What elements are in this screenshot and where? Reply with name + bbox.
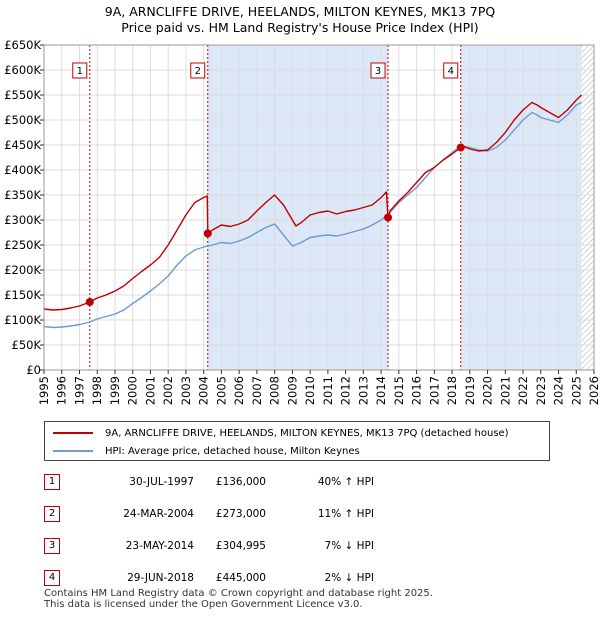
transaction-hpi: 2% ↓ HPI (324, 572, 374, 584)
x-tick-label: 2011 (321, 376, 335, 405)
x-tick-label: 2003 (179, 376, 193, 405)
transaction-number: 3 (44, 538, 60, 554)
forecast-hatch (581, 45, 594, 370)
x-tick-label: 2026 (587, 376, 600, 405)
legend: 9A, ARNCLIFFE DRIVE, HEELANDS, MILTON KE… (44, 421, 550, 461)
sale-marker (85, 298, 94, 306)
transaction-number: 1 (44, 474, 60, 490)
y-tick-label: £650K (4, 38, 41, 52)
legend-label-property: 9A, ARNCLIFFE DRIVE, HEELANDS, MILTON KE… (105, 427, 509, 439)
footer: Contains HM Land Registry data © Crown c… (44, 588, 433, 610)
y-tick-label: £600K (4, 63, 41, 77)
x-tick-label: 2015 (392, 376, 406, 405)
table-row: 3 23-MAY-2014 £304,995 7% ↓ HPI (44, 538, 564, 558)
hpi-line (43, 101, 582, 329)
y-tick-label: £50K (12, 338, 42, 352)
transaction-price: £445,000 (215, 572, 266, 584)
sale-number-box (190, 62, 206, 79)
x-tick-label: 2004 (197, 376, 211, 405)
transaction-price: £136,000 (215, 476, 266, 488)
sale-number-label: 2 (195, 66, 201, 77)
transaction-date: 24-MAR-2004 (123, 508, 194, 520)
sale-marker (384, 213, 393, 222)
transaction-number: 4 (44, 570, 60, 586)
sale-number-label: 1 (77, 66, 83, 77)
transaction-price: £304,995 (215, 540, 266, 552)
y-tick-label: £450K (4, 138, 41, 152)
chart-subtitle: Price paid vs. HM Land Registry's House … (121, 20, 479, 35)
x-tick-label: 2022 (516, 376, 530, 405)
x-tick-label: 2019 (463, 376, 477, 405)
shaded-period (207, 45, 389, 370)
transaction-price: £273,000 (215, 508, 266, 520)
chart-title: 9A, ARNCLIFFE DRIVE, HEELANDS, MILTON KE… (104, 4, 496, 19)
sale-number-box (443, 62, 459, 79)
sale-number-label: 4 (448, 66, 454, 77)
x-tick-label: 1999 (108, 376, 122, 405)
sale-number-box (72, 62, 88, 79)
transaction-number: 2 (44, 506, 60, 522)
x-tick-label: 2025 (569, 376, 583, 405)
table-row: 4 29-JUN-2018 £445,000 2% ↓ HPI (44, 570, 564, 590)
y-tick-label: £350K (4, 188, 41, 202)
x-tick-label: 2017 (427, 376, 441, 405)
x-tick-label: 2018 (445, 376, 459, 405)
x-tick-label: 2009 (285, 376, 299, 405)
y-tick-label: £150K (4, 288, 41, 302)
x-tick-label: 2006 (232, 376, 246, 405)
x-tick-label: 2012 (339, 376, 353, 405)
x-tick-label: 2021 (498, 376, 512, 405)
sale-marker (456, 143, 465, 152)
transaction-hpi: 11% ↑ HPI (317, 508, 374, 520)
x-tick-label: 2001 (143, 376, 157, 405)
x-tick-label: 2020 (481, 376, 495, 405)
x-tick-label: 1997 (72, 376, 86, 405)
x-tick-label: 1995 (37, 376, 51, 405)
x-tick-label: 2005 (214, 376, 228, 405)
y-tick-label: £300K (4, 213, 41, 227)
plot-frame (43, 44, 595, 371)
shaded-period (460, 45, 582, 370)
x-tick-label: 2008 (268, 376, 282, 405)
x-tick-label: 2016 (410, 376, 424, 405)
transaction-date: 29-JUN-2018 (127, 572, 194, 584)
y-tick-label: £0 (26, 363, 41, 377)
sale-number-box (370, 62, 386, 79)
legend-label-hpi: HPI: Average price, detached house, Milt… (105, 445, 360, 457)
property-price-line (43, 94, 583, 311)
x-tick-label: 2013 (356, 376, 370, 405)
x-tick-label: 2002 (161, 376, 175, 405)
footer-copyright: Contains HM Land Registry data © Crown c… (44, 588, 433, 599)
legend-item-property: 9A, ARNCLIFFE DRIVE, HEELANDS, MILTON KE… (53, 425, 509, 441)
table-row: 2 24-MAR-2004 £273,000 11% ↑ HPI (44, 506, 564, 526)
x-tick-label: 2014 (374, 376, 388, 405)
sale-number-label: 3 (375, 66, 381, 77)
legend-swatch-hpi (53, 450, 93, 452)
transaction-hpi: 40% ↑ HPI (317, 476, 374, 488)
y-tick-label: £200K (4, 263, 41, 277)
transaction-date: 23-MAY-2014 (125, 540, 194, 552)
transaction-date: 30-JUL-1997 (129, 476, 194, 488)
price-chart: 1 2 3 4 £0 £50K £100K £150K £200K £250K £300K £350… (4, 38, 600, 405)
x-tick-label: 2024 (552, 376, 566, 405)
x-tick-label: 2010 (303, 376, 317, 405)
legend-item-hpi: HPI: Average price, detached house, Milt… (53, 443, 360, 459)
x-tick-label: 1998 (90, 376, 104, 405)
y-tick-label: £100K (4, 313, 41, 327)
x-tick-label: 2023 (534, 376, 548, 405)
legend-swatch-property (53, 432, 93, 434)
sale-marker (203, 229, 212, 238)
y-tick-label: £400K (4, 163, 41, 177)
x-tick-label: 2000 (126, 376, 140, 405)
y-tick-label: £250K (4, 238, 41, 252)
footer-licence: This data is licensed under the Open Gov… (44, 599, 363, 610)
x-tick-label: 1996 (55, 376, 69, 405)
transaction-hpi: 7% ↓ HPI (324, 540, 374, 552)
x-tick-label: 2007 (250, 376, 264, 405)
table-row: 1 30-JUL-1997 £136,000 40% ↑ HPI (44, 474, 564, 494)
y-tick-label: £500K (4, 113, 41, 127)
y-tick-label: £550K (4, 88, 41, 102)
